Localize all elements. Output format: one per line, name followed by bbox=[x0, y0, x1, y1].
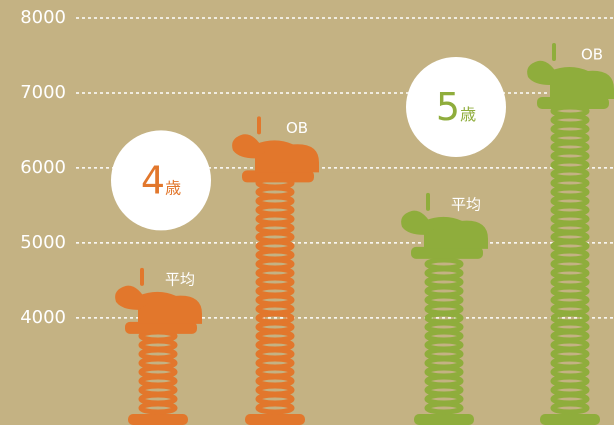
age-label: 4歳 bbox=[141, 158, 181, 202]
y-tick-label: 8000 bbox=[20, 7, 66, 28]
y-tick-label: 5000 bbox=[20, 232, 66, 253]
spring-horse bbox=[401, 192, 488, 425]
age-badge bbox=[406, 56, 506, 157]
age-label: 5歳 bbox=[436, 84, 476, 128]
age-badge bbox=[111, 130, 211, 231]
spring-horse bbox=[527, 42, 614, 425]
age-number: 5 bbox=[436, 84, 460, 128]
spring-horse bbox=[115, 267, 202, 425]
y-tick-label: 4000 bbox=[20, 307, 66, 328]
spring-horse bbox=[232, 116, 319, 425]
series-label: 平均 bbox=[451, 195, 481, 213]
series-label: OB bbox=[581, 45, 603, 63]
age-number: 4 bbox=[141, 158, 165, 202]
series-label: 平均 bbox=[165, 270, 195, 288]
series-label: OB bbox=[286, 119, 308, 137]
age-unit: 歳 bbox=[165, 178, 181, 197]
y-tick-label: 7000 bbox=[20, 82, 66, 103]
y-tick-label: 6000 bbox=[20, 157, 66, 178]
age-unit: 歳 bbox=[460, 104, 476, 123]
